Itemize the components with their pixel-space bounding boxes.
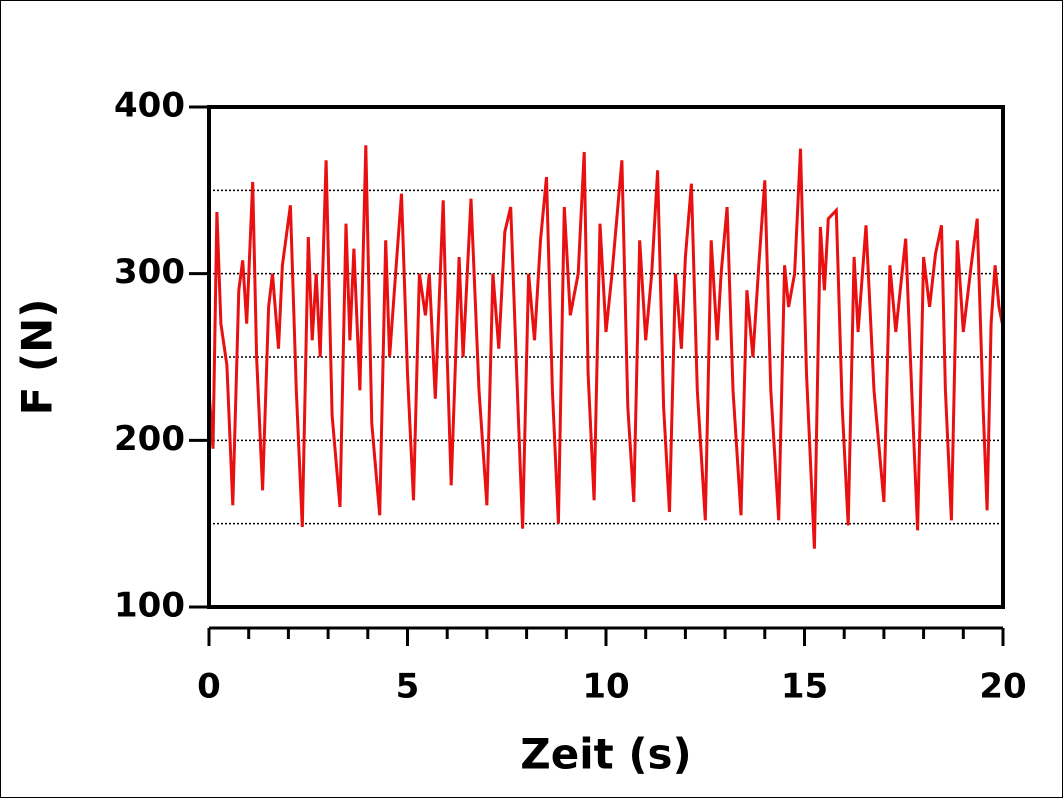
plot-frame — [207, 105, 1005, 609]
y-axis-title: F (N) — [13, 299, 62, 416]
y-tick-label: 200 — [114, 419, 185, 459]
x-tick-label: 5 — [396, 667, 420, 707]
x-tick-label: 0 — [197, 667, 221, 707]
y-tick-label: 100 — [114, 586, 185, 626]
x-tick-label: 10 — [582, 667, 629, 707]
y-tick-label: 400 — [114, 86, 185, 126]
y-tick-label: 300 — [114, 252, 185, 292]
x-tick-label: 20 — [979, 667, 1026, 707]
x-tick-label: 15 — [781, 667, 828, 707]
data-line — [207, 145, 1005, 549]
x-axis-title: Zeit (s) — [520, 730, 691, 779]
